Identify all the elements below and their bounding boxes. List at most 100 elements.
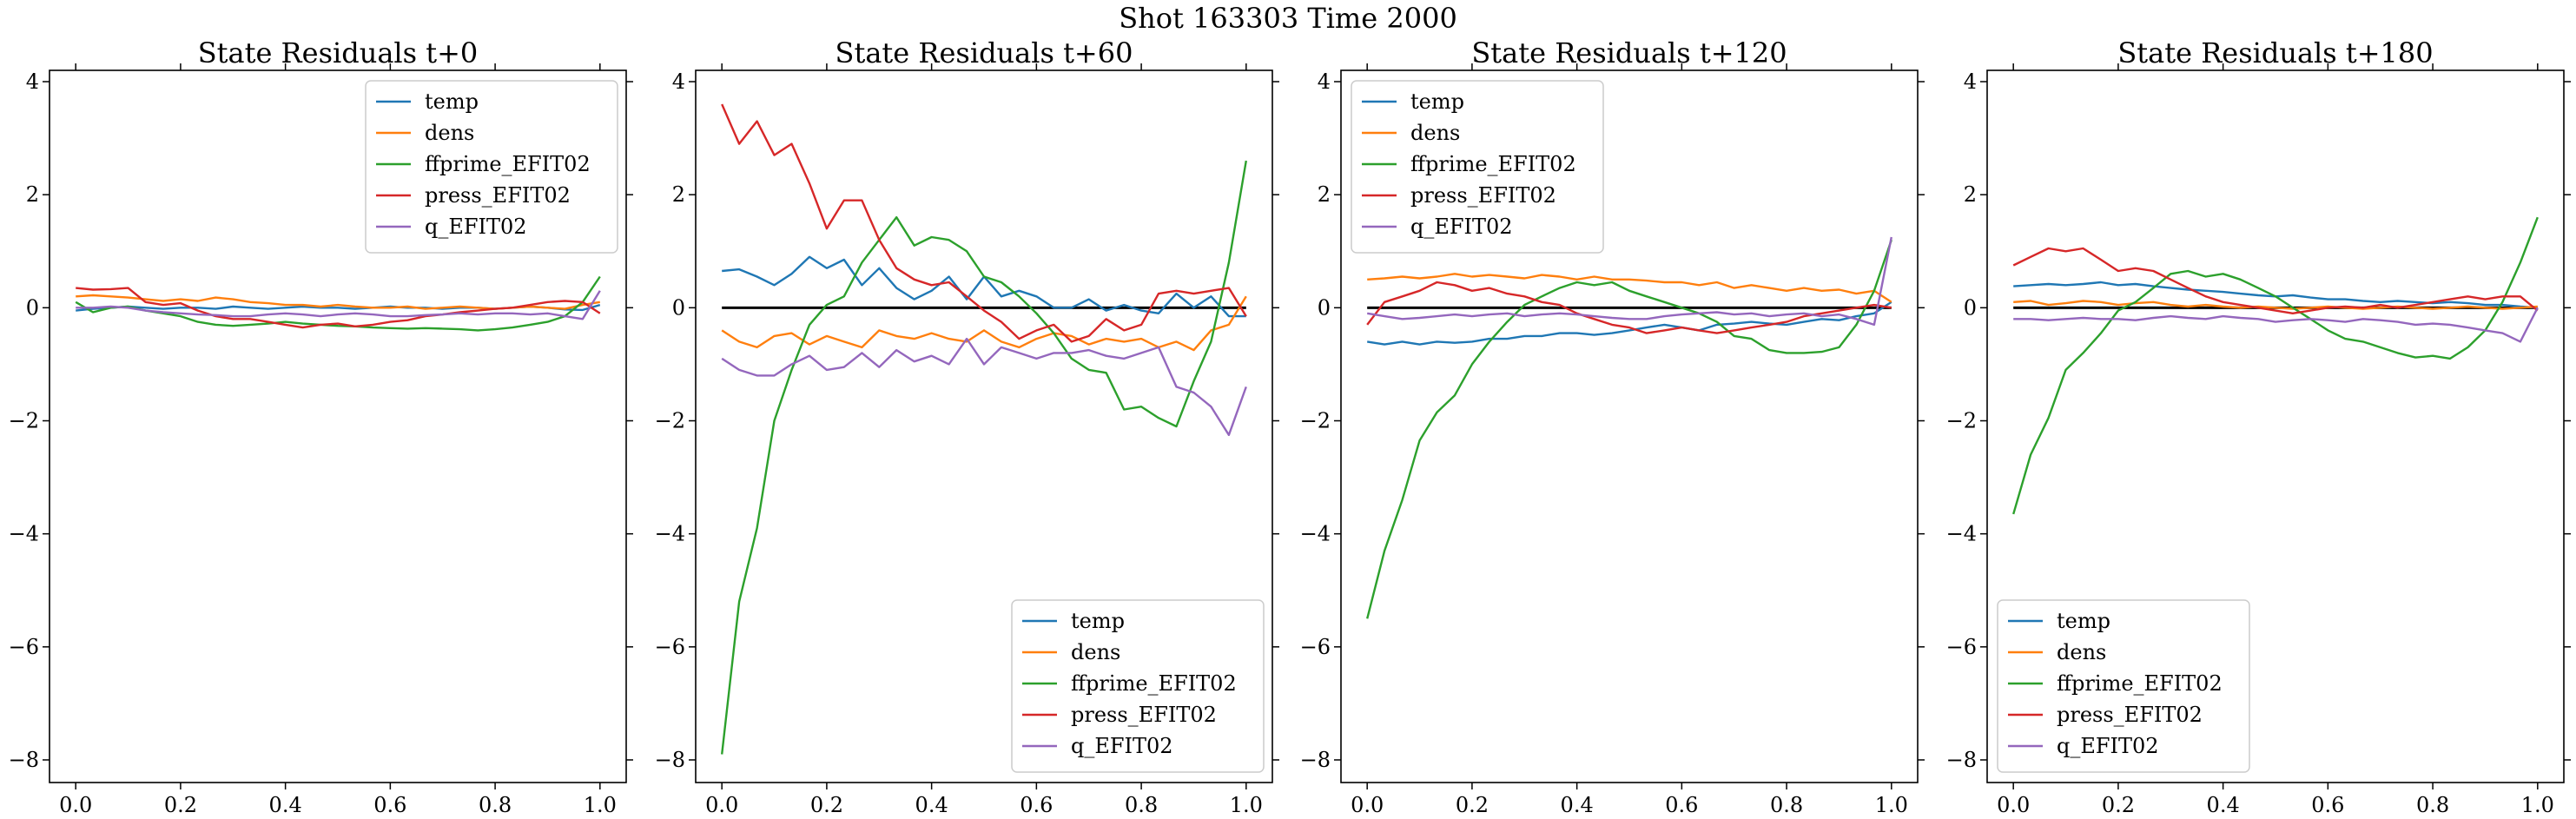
y-tick-label: −8 [1300,748,1331,772]
x-tick-label: 0.2 [2102,793,2135,817]
series-line-dens [1367,273,1892,303]
x-tick-label: 1.0 [1875,793,1908,817]
y-tick-label: −8 [1946,748,1977,772]
y-tick-label: 4 [1964,69,1977,94]
y-tick-label: −6 [1946,635,1977,659]
y-tick-label: −6 [1300,635,1331,659]
series-line-press-efit02 [76,287,601,329]
legend-label: ffprime_EFIT02 [1071,671,1237,696]
series-line-q-efit02 [2013,307,2539,343]
legend: temp dens ffprime_EFIT02 press_EFIT02 q_EFIT… [365,80,618,254]
subplot-title: State Residuals t+60 [836,36,1133,69]
series-line-ffprime-efit02 [2012,216,2539,515]
x-tick-label: 0.6 [373,793,406,817]
y-tick-label: −2 [9,408,39,433]
series-line-q-efit02 [1367,236,1892,327]
series-line-q-efit02 [76,290,601,320]
legend-label: temp [1071,609,1125,633]
series-line-press-efit02 [2012,247,2539,314]
legend-label: press_EFIT02 [2057,703,2203,727]
subplot-2: State Residuals t+60 0.0 0.2 0.4 0.6 0.8 1.0 4 2… [655,36,1279,817]
x-tick-label: 0.0 [1351,793,1384,817]
axes-frame [695,69,1273,783]
x-tick-label: 0.0 [1997,793,2030,817]
legend-box [365,80,618,254]
x-tick-label: 0.0 [59,793,92,817]
y-tick-label: 2 [1318,182,1331,207]
legend-label: dens [1410,121,1460,145]
legend-box [1997,599,2250,773]
x-tick-label: 0.4 [2207,793,2240,817]
legend-label: ffprime_EFIT02 [1410,152,1576,176]
y-tick-label: −6 [655,635,685,659]
x-tick-label: 0.8 [1125,793,1158,817]
legend-box [1011,599,1265,773]
series-line-ffprime-efit02 [75,275,601,332]
legend: temp dens ffprime_EFIT02 press_EFIT02 q_EFIT… [1997,599,2250,773]
subplot-title: State Residuals t+0 [198,36,479,69]
y-tick-label: 0 [1318,295,1331,320]
x-tick-label: 1.0 [2521,793,2554,817]
x-tick-label: 1.0 [1230,793,1263,817]
legend-label: ffprime_EFIT02 [425,152,591,176]
x-tick-label: 0.0 [705,793,738,817]
y-tick-label: 0 [1964,295,1977,320]
y-tick-label: 0 [672,295,685,320]
y-tick-label: 4 [672,69,685,94]
subplot-4: State Residuals t+180 0.0 0.2 0.4 0.6 0.8 1.0 4… [1946,36,2571,817]
legend-label: ffprime_EFIT02 [2057,671,2223,696]
series-line-ffprime-efit02 [721,160,1247,755]
y-tick-label: −6 [9,635,39,659]
legend-label: temp [425,89,479,114]
x-tick-label: 0.8 [1770,793,1803,817]
x-tick-label: 0.2 [164,793,197,817]
legend-label: q_EFIT02 [1071,734,1173,758]
subplot-title: State Residuals t+180 [2117,36,2433,69]
y-tick-label: −4 [9,522,39,546]
series-line-dens [2013,300,2538,310]
x-tick-label: 0.4 [915,793,948,817]
y-tick-label: 2 [26,182,39,207]
x-tick-label: 0.6 [1665,793,1698,817]
y-tick-label: −2 [1300,408,1331,433]
series-line-q-efit02 [721,337,1247,436]
legend: temp dens ffprime_EFIT02 press_EFIT02 q_EFIT… [1011,599,1265,773]
x-tick-label: 0.2 [1456,793,1489,817]
legend-label: press_EFIT02 [1071,703,1217,727]
axes-frame [1986,69,2565,783]
series-line-temp [2013,281,2538,309]
series-line-press-efit02 [1366,281,1892,334]
legend-label: q_EFIT02 [425,215,527,239]
x-tick-label: 0.2 [810,793,843,817]
y-tick-label: 4 [26,69,39,94]
x-tick-label: 0.6 [2311,793,2344,817]
y-tick-label: −8 [9,748,39,772]
legend-label: dens [2057,640,2106,664]
y-tick-label: −8 [655,748,685,772]
legend-label: temp [1410,89,1464,114]
y-tick-label: −2 [655,408,685,433]
series-line-ffprime-efit02 [1366,239,1892,619]
series-line-press-efit02 [721,103,1247,343]
figure-title: Shot 163303 Time 2000 [1119,2,1457,35]
axes-frame [1340,69,1919,783]
y-tick-label: 2 [1964,182,1977,207]
legend: temp dens ffprime_EFIT02 press_EFIT02 q_EFIT… [1351,80,1604,254]
y-tick-label: −4 [1300,522,1331,546]
legend-label: dens [1071,640,1120,664]
y-tick-label: −4 [655,522,685,546]
y-tick-label: 0 [26,295,39,320]
series-line-temp [1367,301,1892,346]
subplot-title: State Residuals t+120 [1471,36,1787,69]
x-tick-label: 0.8 [2416,793,2449,817]
legend-label: press_EFIT02 [1410,183,1556,208]
x-tick-label: 0.6 [1020,793,1053,817]
y-tick-label: −4 [1946,522,1977,546]
axes-frame [49,69,627,783]
legend-label: q_EFIT02 [2057,734,2159,758]
legend-box [1351,80,1604,254]
x-tick-label: 0.8 [479,793,512,817]
y-tick-label: 4 [1318,69,1331,94]
